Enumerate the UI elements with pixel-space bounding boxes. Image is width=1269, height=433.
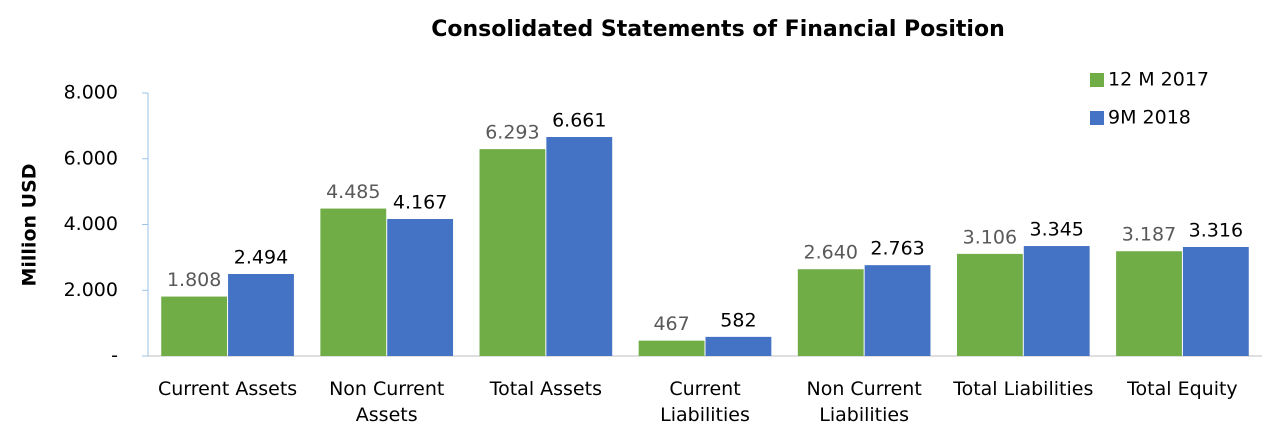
bar	[1116, 251, 1182, 356]
bar	[1023, 246, 1090, 356]
y-tick-label: 8.000	[64, 82, 118, 104]
bar	[638, 340, 705, 356]
bar	[320, 208, 387, 356]
bar	[956, 253, 1023, 356]
x-tick-label: Total Liabilities	[953, 378, 1094, 400]
y-tick-label: 6.000	[64, 147, 118, 169]
x-tick-label: Total Equity	[1127, 378, 1238, 400]
y-tick-label: -	[111, 345, 118, 367]
bar	[864, 265, 931, 356]
x-tick-label: Non Current Assets	[329, 378, 445, 426]
bar	[479, 149, 546, 356]
data-label: 3.187	[1122, 224, 1176, 246]
data-label: 6.661	[552, 110, 606, 132]
legend-label: 9M 2018	[1108, 107, 1191, 129]
bar	[705, 336, 772, 356]
x-tick-label: Total Assets	[489, 378, 602, 400]
x-tick-label: Non Current Liabilities	[806, 378, 922, 426]
legend-swatch	[1090, 73, 1104, 87]
y-axis-label: Million USD	[19, 163, 41, 286]
bar	[797, 269, 864, 356]
x-tick-label: Current Liabilities	[660, 378, 750, 426]
data-label: 467	[653, 313, 689, 335]
data-label: 1.808	[167, 269, 221, 291]
bar	[228, 274, 294, 356]
bar	[161, 296, 228, 356]
data-label: 4.485	[326, 181, 380, 203]
data-label: 3.106	[963, 226, 1017, 248]
bar	[387, 219, 454, 356]
data-label: 4.167	[393, 192, 447, 214]
chart-title: Consolidated Statements of Financial Pos…	[431, 17, 1005, 42]
y-tick-label: 2.000	[64, 279, 118, 301]
y-tick-label: 4.000	[64, 213, 118, 235]
data-label: 2.763	[870, 238, 924, 260]
data-label: 3.345	[1030, 219, 1084, 241]
bar	[546, 137, 613, 356]
data-label: 3.316	[1189, 219, 1243, 241]
legend-swatch	[1090, 111, 1104, 125]
data-label: 582	[720, 309, 756, 331]
bar	[1182, 246, 1249, 356]
legend-label: 12 M 2017	[1108, 69, 1209, 91]
x-tick-label: Current Assets	[157, 378, 298, 400]
data-label: 6.293	[485, 122, 539, 144]
data-label: 2.640	[804, 242, 858, 264]
data-label: 2.494	[234, 247, 288, 269]
